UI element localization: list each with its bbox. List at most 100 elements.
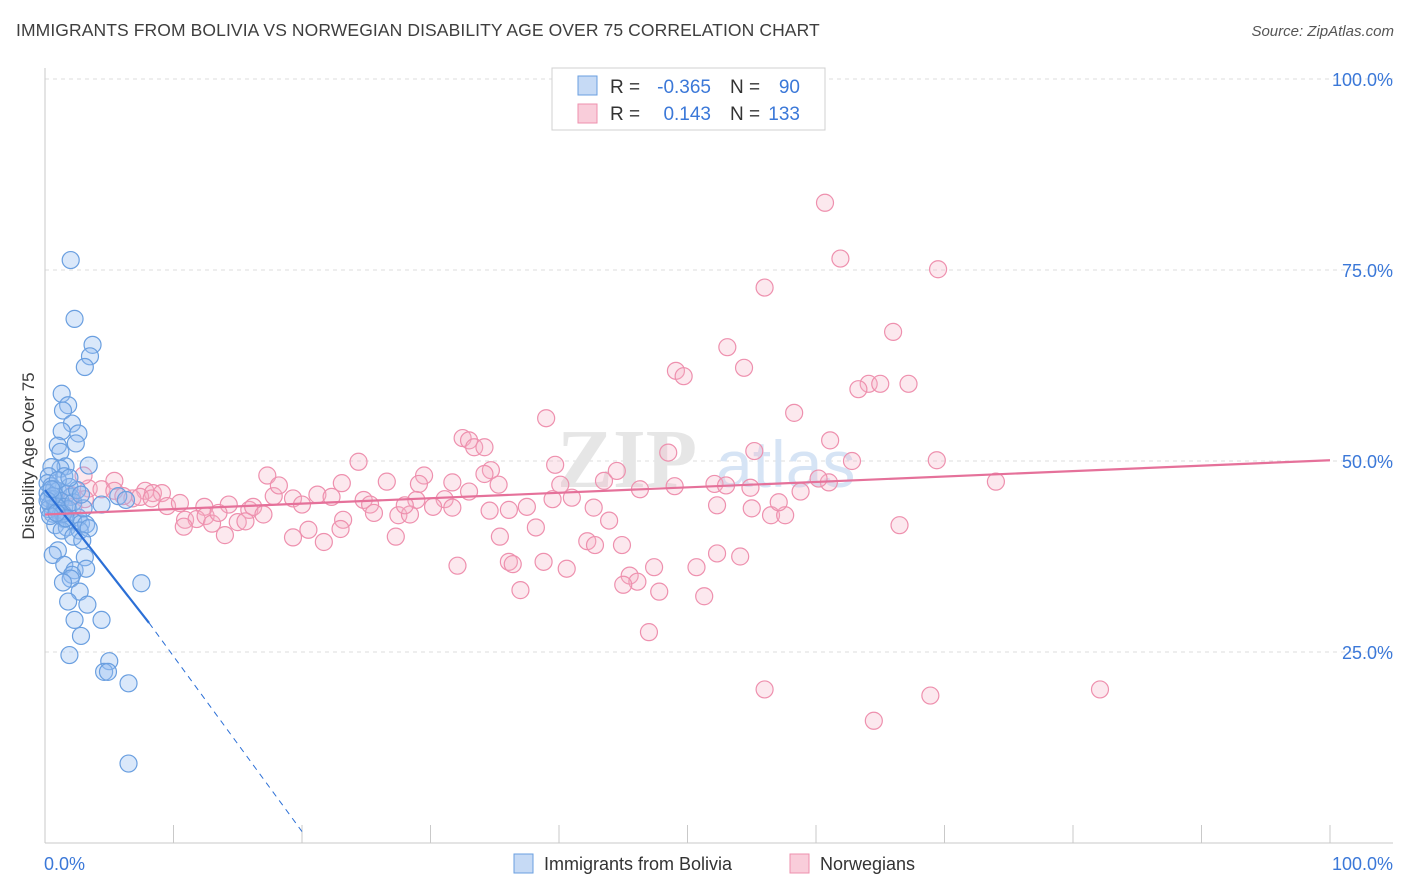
point-norwegian-135 xyxy=(236,512,255,531)
point-norwegian-110 xyxy=(614,575,633,594)
point-bolivia-61 xyxy=(59,592,78,611)
point-bolivia-58 xyxy=(53,573,73,592)
point-norwegian-132 xyxy=(742,499,761,518)
point-bolivia-4 xyxy=(75,357,94,377)
point-bolivia-7 xyxy=(53,401,73,420)
point-norwegian-21 xyxy=(659,443,678,462)
point-norwegian-136 xyxy=(269,476,288,495)
x-tick-label-0: 0.0% xyxy=(44,854,85,874)
point-norwegian-8 xyxy=(674,367,693,386)
point-norwegian-26 xyxy=(475,464,494,484)
point-norwegian-19 xyxy=(475,438,494,457)
point-norwegian-23 xyxy=(927,451,946,470)
point-norwegian-0 xyxy=(815,193,835,212)
point-norwegian-49 xyxy=(283,489,303,508)
point-norwegian-71 xyxy=(499,500,518,519)
point-norwegian-94 xyxy=(386,527,405,546)
point-norwegian-18 xyxy=(465,438,484,457)
point-norwegian-80 xyxy=(254,505,273,524)
point-norwegian-95 xyxy=(490,527,509,546)
point-norwegian-10 xyxy=(871,374,890,393)
chart-title: IMMIGRANTS FROM BOLIVIA VS NORWEGIAN DIS… xyxy=(16,20,820,40)
point-norwegian-120 xyxy=(864,711,883,730)
point-norwegian-27 xyxy=(258,466,277,485)
point-norwegian-30 xyxy=(332,474,351,493)
point-norwegian-121 xyxy=(395,496,414,515)
point-norwegian-31 xyxy=(377,472,396,491)
point-norwegian-119 xyxy=(1090,680,1110,699)
point-norwegian-115 xyxy=(769,493,788,512)
point-bolivia-87 xyxy=(42,480,61,499)
point-bolivia-6 xyxy=(59,396,78,415)
point-norwegian-112 xyxy=(650,582,669,601)
point-bolivia-51 xyxy=(43,545,62,565)
point-norwegian-61 xyxy=(170,493,190,513)
point-norwegian-91 xyxy=(215,526,234,545)
point-norwegian-87 xyxy=(174,517,193,536)
legend-swatch-pink xyxy=(577,103,598,124)
axes xyxy=(44,68,1393,844)
point-bolivia-74 xyxy=(116,490,136,510)
point-norwegian-88 xyxy=(299,520,318,539)
legend-n-label-2: N = xyxy=(730,104,760,125)
point-bolivia-72 xyxy=(92,495,111,514)
y-tick-label-1: 50.0% xyxy=(1342,452,1393,472)
point-bolivia-69 xyxy=(98,662,118,681)
x-tick-label-1: 100.0% xyxy=(1332,854,1393,874)
point-norwegian-32 xyxy=(409,474,429,494)
point-bolivia-68 xyxy=(95,662,114,681)
y-tick-label-2: 75.0% xyxy=(1342,261,1393,281)
point-norwegian-100 xyxy=(707,544,727,563)
point-norwegian-90 xyxy=(526,518,545,537)
point-norwegian-138 xyxy=(890,516,909,535)
point-norwegian-14 xyxy=(537,409,556,428)
point-bolivia-62 xyxy=(78,595,97,614)
x-tick-labels: 0.0% 100.0% xyxy=(44,854,1393,874)
point-norwegian-70 xyxy=(480,501,499,520)
point-norwegian-104 xyxy=(448,556,467,575)
point-norwegian-109 xyxy=(628,572,647,591)
point-norwegian-105 xyxy=(557,559,576,578)
point-bolivia-0 xyxy=(61,250,80,270)
trend-line-bolivia-extension xyxy=(148,622,303,832)
point-norwegian-102 xyxy=(503,555,522,574)
point-norwegian-2 xyxy=(928,260,948,279)
y-tick-labels: 25.0% 50.0% 75.0% 100.0% xyxy=(1332,70,1393,663)
point-norwegian-56 xyxy=(665,477,684,496)
point-norwegian-83 xyxy=(400,505,420,524)
legend-n-value-2: 133 xyxy=(768,104,800,125)
point-norwegian-133 xyxy=(791,482,810,501)
bottom-legend-label-bolivia: Immigrants from Bolivia xyxy=(544,854,733,874)
point-bolivia-8 xyxy=(62,414,82,433)
point-norwegian-103 xyxy=(534,552,553,571)
point-norwegian-122 xyxy=(142,489,161,508)
legend-n-value-1: 90 xyxy=(779,77,800,98)
point-norwegian-54 xyxy=(543,490,562,509)
point-bolivia-64 xyxy=(92,610,111,630)
bottom-legend-swatch-pink xyxy=(789,853,810,874)
point-norwegian-68 xyxy=(423,497,443,516)
point-norwegian-117 xyxy=(755,680,774,699)
point-norwegian-106 xyxy=(644,558,664,577)
bottom-legend-swatch-blue xyxy=(513,853,534,874)
legend-r-label-2: R = xyxy=(610,104,640,125)
legend-r-value-1: -0.365 xyxy=(657,77,711,98)
point-norwegian-123 xyxy=(209,503,228,523)
bottom-legend-label-norwegians: Norwegians xyxy=(820,854,915,874)
point-bolivia-66 xyxy=(60,645,79,665)
point-norwegian-6 xyxy=(734,358,754,377)
point-norwegian-12 xyxy=(849,380,868,399)
point-norwegian-74 xyxy=(707,496,727,515)
point-norwegian-84 xyxy=(600,511,619,530)
point-norwegian-89 xyxy=(331,519,350,539)
point-norwegian-97 xyxy=(585,535,605,555)
point-norwegian-111 xyxy=(511,581,530,600)
legend-r-value-2: 0.143 xyxy=(663,104,711,125)
point-norwegian-98 xyxy=(612,535,632,555)
point-bolivia-3 xyxy=(80,347,100,366)
point-norwegian-34 xyxy=(594,471,614,490)
point-norwegian-22 xyxy=(842,451,862,471)
y-tick-label-3: 100.0% xyxy=(1332,70,1393,90)
point-norwegian-29 xyxy=(105,471,124,490)
